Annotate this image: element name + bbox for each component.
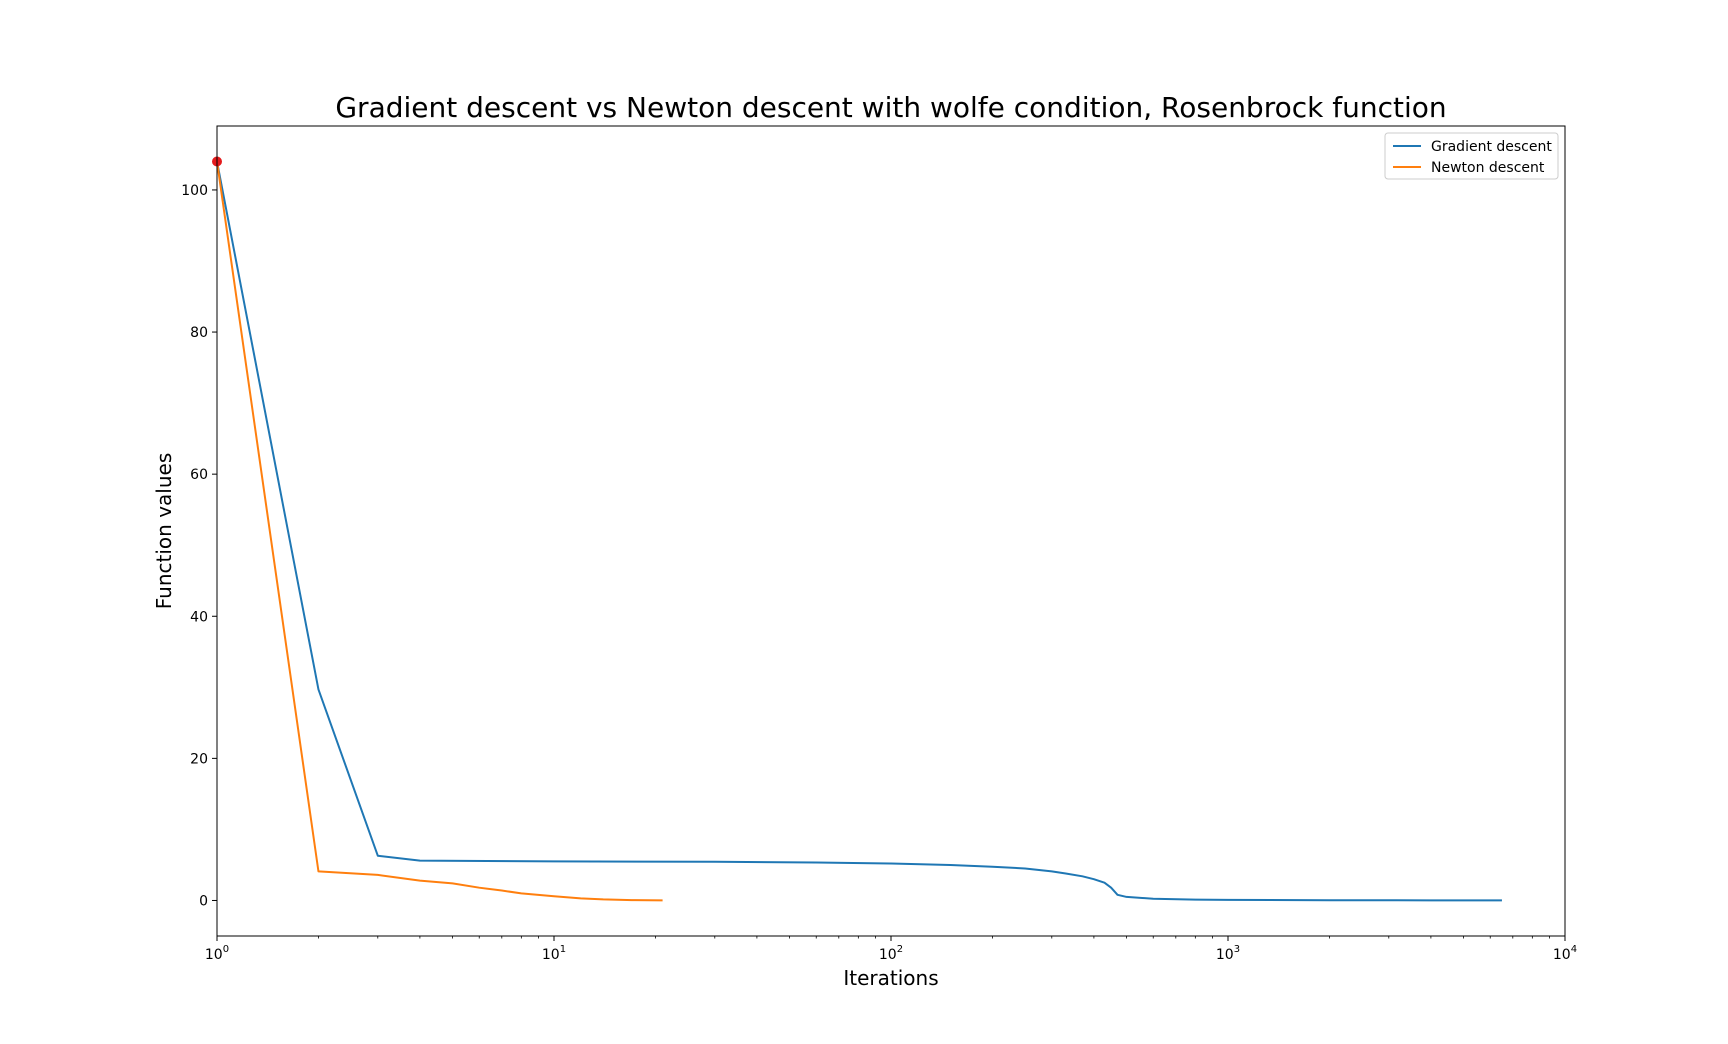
series-line-0 (216, 161, 1502, 902)
x-tick-label: 100 (205, 944, 229, 963)
y-tick-label: 100 (181, 183, 208, 199)
legend: Gradient descent Newton descent (1384, 132, 1559, 180)
x-tick-label: 101 (542, 944, 566, 963)
y-tick-label: 60 (190, 467, 208, 483)
series-layer (216, 161, 1502, 902)
series-line-1 (216, 161, 663, 902)
y-tick-label: 40 (190, 609, 208, 625)
y-tick-label: 20 (190, 751, 208, 767)
x-tick-label: 103 (1216, 944, 1240, 963)
y-axis: 0 20 40 60 80 100 (181, 183, 217, 909)
legend-box (1384, 132, 1559, 180)
y-tick-label: 80 (190, 325, 208, 341)
x-tick-label: 102 (879, 944, 903, 963)
y-tick-label: 0 (199, 893, 208, 909)
x-tick-label: 104 (1553, 944, 1577, 963)
chart-title: Gradient descent vs Newton descent with … (335, 91, 1446, 124)
legend-label-0: Gradient descent (1431, 139, 1552, 155)
x-axis: 100 101 102 103 104 (205, 936, 1577, 963)
y-axis-label: Function values (152, 453, 176, 609)
x-axis-label: Iterations (843, 966, 938, 990)
legend-label-1: Newton descent (1431, 160, 1545, 176)
